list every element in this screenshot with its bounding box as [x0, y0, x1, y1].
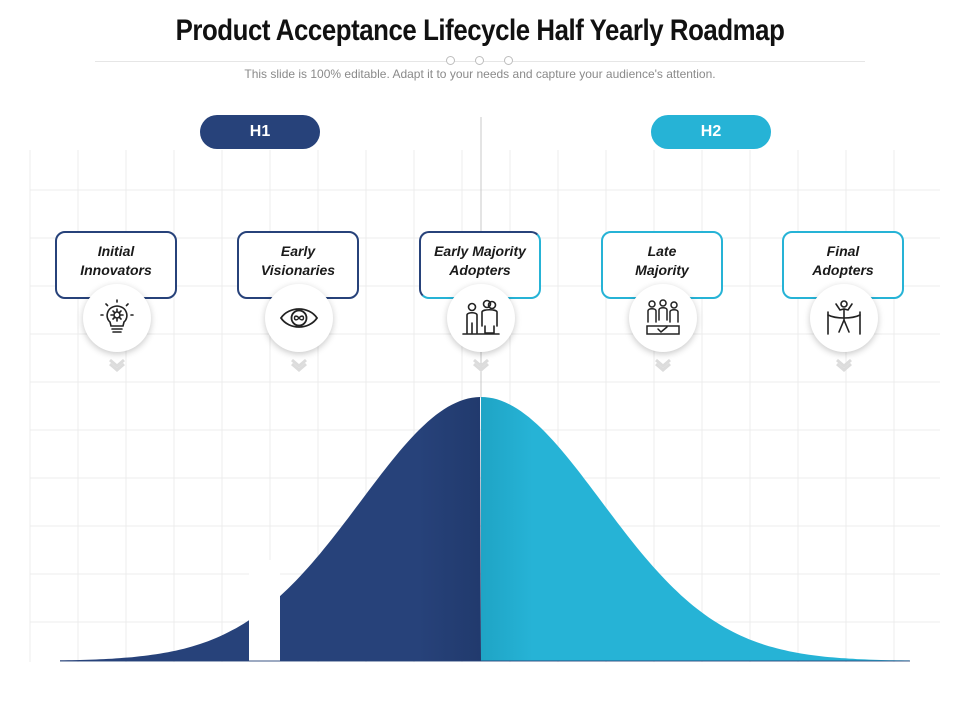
stage-label: Initial Innovators: [80, 243, 152, 278]
stage-label: Final Adopters: [812, 243, 874, 278]
lightbulb-gear-icon: [83, 284, 151, 352]
stage-label: Early Majority Adopters: [434, 243, 526, 278]
chevron-down-icon: [836, 358, 852, 372]
half-pill-h2[interactable]: H2: [651, 115, 771, 149]
stage-label: Late Majority: [635, 243, 689, 278]
curve-gap: [249, 560, 280, 664]
stage-label: Early Visionaries: [260, 243, 336, 278]
page-title: Product Acceptance Lifecycle Half Yearly…: [175, 14, 785, 47]
stage-box-final-adopters[interactable]: Final Adopters: [782, 231, 904, 299]
chevron-down-icon: [109, 358, 125, 372]
chevron-down-icon: [473, 358, 489, 372]
curve-h2-segment: [481, 397, 910, 661]
curve-h1-segment: [60, 397, 481, 661]
people-group-icon: [447, 284, 515, 352]
title-ornament-dots: [446, 56, 516, 66]
finish-line-icon: [810, 284, 878, 352]
page-subtitle: This slide is 100% editable. Adapt it to…: [244, 67, 716, 81]
chevron-down-icon: [291, 358, 307, 372]
voting-crowd-icon: [629, 284, 697, 352]
eye-infinity-icon: [265, 284, 333, 352]
half-pill-h1[interactable]: H1: [200, 115, 320, 149]
chevron-down-icon: [655, 358, 671, 372]
